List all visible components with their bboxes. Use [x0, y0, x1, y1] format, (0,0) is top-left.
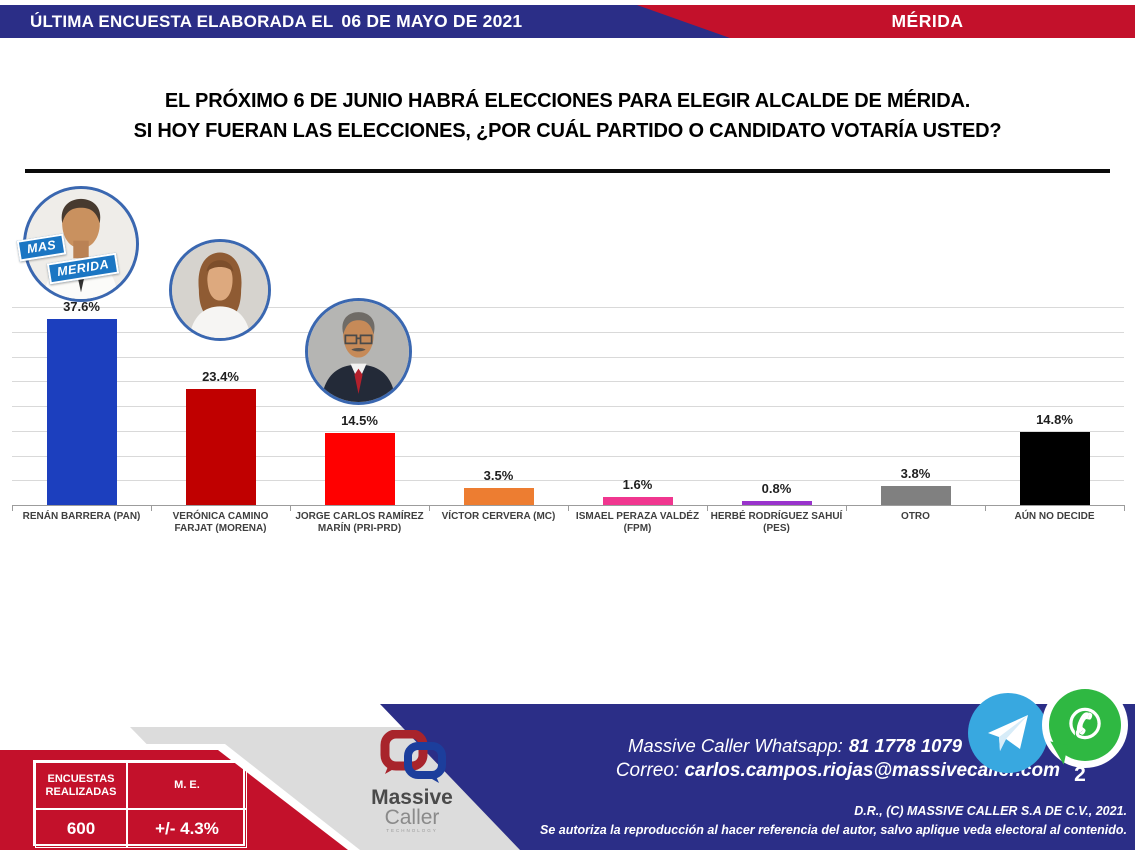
bar-value-label: 0.8%	[761, 481, 792, 497]
gridline	[12, 331, 1124, 333]
bar	[1019, 431, 1090, 505]
stats-header-me: M. E.	[127, 762, 247, 809]
gridline	[12, 307, 1124, 308]
gridline	[12, 430, 1124, 432]
bar-value-label: 1.6%	[622, 477, 653, 493]
whatsapp-bubble-tail	[1046, 741, 1068, 765]
header-blue-shape	[0, 5, 730, 38]
bar-value-label: 37.6%	[63, 298, 100, 314]
copyright-notice: D.R., (C) MASSIVE CALLER S.A DE C.V., 20…	[427, 802, 1127, 840]
email-contact-line: Correo: carlos.campos.riojas@massivecall…	[560, 758, 1060, 784]
logo-text-technology: TECHNOLOGY	[386, 828, 438, 833]
category-label: HERBÉ RODRÍGUEZ SAHUÍ (PES)	[710, 511, 843, 534]
gridline	[12, 406, 1124, 407]
category-label: VERÓNICA CAMINO FARJAT (MORENA)	[172, 511, 269, 534]
whatsapp-bubble: ✆	[1046, 689, 1121, 765]
header-survey-date: ÚLTIMA ENCUESTA ELABORADA EL 06 DE MAYO D…	[30, 5, 522, 38]
category-label: ISMAEL PERAZA VALDÉZ (FPM)	[575, 511, 700, 534]
whatsapp-contact-line: Massive Caller Whatsapp: 81 1778 1079	[560, 734, 1060, 758]
email-label: Correo:	[615, 760, 680, 781]
axis-tick	[568, 505, 569, 511]
axis-tick	[707, 505, 708, 511]
paper-plane-icon	[988, 715, 1028, 751]
poll-question-line2: SI HOY FUERAN LAS ELECCIONES, ¿POR CUÁL …	[133, 120, 1002, 142]
bar	[741, 501, 812, 505]
stats-header-encuestas: ENCUESTAS REALIZADAS	[35, 762, 127, 809]
axis-tick	[1124, 505, 1125, 511]
bar-value-label: 3.8%	[900, 466, 931, 482]
axis-tick	[12, 505, 13, 511]
bar	[46, 318, 117, 505]
axis-tick	[290, 505, 291, 511]
logo-text-massive: Massive	[371, 786, 453, 809]
contact-block: Massive Caller Whatsapp: 81 1778 1079 Cor…	[560, 734, 1060, 784]
bar-value-label: 14.5%	[341, 413, 378, 429]
axis-tick	[985, 505, 986, 511]
person-avatar-icon	[172, 242, 268, 338]
axis-tick	[429, 505, 430, 511]
copyright-line1: D.R., (C) MASSIVE CALLER S.A DE C.V., 20…	[854, 804, 1127, 818]
category-label: RENÁN BARRERA (PAN)	[22, 511, 141, 522]
bar-value-label: 14.8%	[1036, 411, 1073, 427]
gridline	[12, 356, 1124, 358]
header-survey-label: ÚLTIMA ENCUESTA ELABORADA EL	[30, 12, 334, 31]
poll-question: EL PRÓXIMO 6 DE JUNIO HABRÁ ELECCIONES P…	[0, 86, 1135, 146]
bar-value-label: 3.5%	[483, 467, 514, 483]
page-number: 2	[1074, 763, 1086, 786]
survey-stats-table: ENCUESTAS REALIZADAS M. E. 600 +/- 4.3%	[33, 760, 247, 848]
category-label: VÍCTOR CERVERA (MC)	[441, 511, 556, 522]
bar	[463, 487, 534, 505]
bar	[602, 497, 673, 505]
email-address[interactable]: carlos.campos.riojas@massivecaller.com	[684, 760, 1060, 781]
category-label: OTRO	[901, 511, 930, 522]
category-label: JORGE CARLOS RAMÍREZ MARÍN (PRI-PRD)	[295, 511, 424, 534]
bar-value-label: 23.4%	[202, 369, 239, 385]
title-divider	[25, 169, 1110, 173]
whatsapp-number: 81 1778 1079	[848, 735, 962, 756]
bar	[185, 389, 256, 505]
phone-icon: ✆	[1068, 703, 1102, 747]
header-region: MÉRIDA	[891, 11, 964, 31]
header-bar: ÚLTIMA ENCUESTA ELABORADA EL 06 DE MAYO D…	[0, 5, 1135, 38]
poll-question-line1: EL PRÓXIMO 6 DE JUNIO HABRÁ ELECCIONES P…	[164, 90, 971, 112]
candidate-photo-jorge-ramirez	[305, 298, 412, 405]
whatsapp-icon[interactable]: ✆	[1042, 682, 1128, 768]
axis-tick	[846, 505, 847, 511]
category-label: AÚN NO DECIDE	[1014, 511, 1095, 522]
logo-text-caller: Caller	[384, 806, 440, 829]
stats-value-encuestas: 600	[35, 809, 127, 848]
bar	[324, 433, 395, 505]
gridline	[12, 480, 1124, 482]
candidate-photo-veronica-camino	[169, 239, 271, 341]
gridline	[12, 381, 1124, 383]
massive-caller-logo-icon	[380, 730, 446, 783]
axis-tick	[151, 505, 152, 511]
bar	[880, 486, 951, 505]
massive-caller-logo: Massive Caller TECHNOLOGY	[350, 730, 474, 833]
person-avatar-icon	[308, 301, 409, 402]
header-date: 06 DE MAYO DE 2021	[341, 11, 523, 31]
copyright-line2: Se autoriza la reproducción al hacer ref…	[539, 823, 1127, 837]
whatsapp-label: Massive Caller Whatsapp:	[627, 735, 843, 756]
gridline	[12, 455, 1124, 457]
stats-value-me: +/- 4.3%	[127, 809, 247, 848]
telegram-icon[interactable]	[968, 693, 1048, 773]
footer: ENCUESTAS REALIZADAS M. E. 600 +/- 4.3% …	[0, 682, 1135, 850]
